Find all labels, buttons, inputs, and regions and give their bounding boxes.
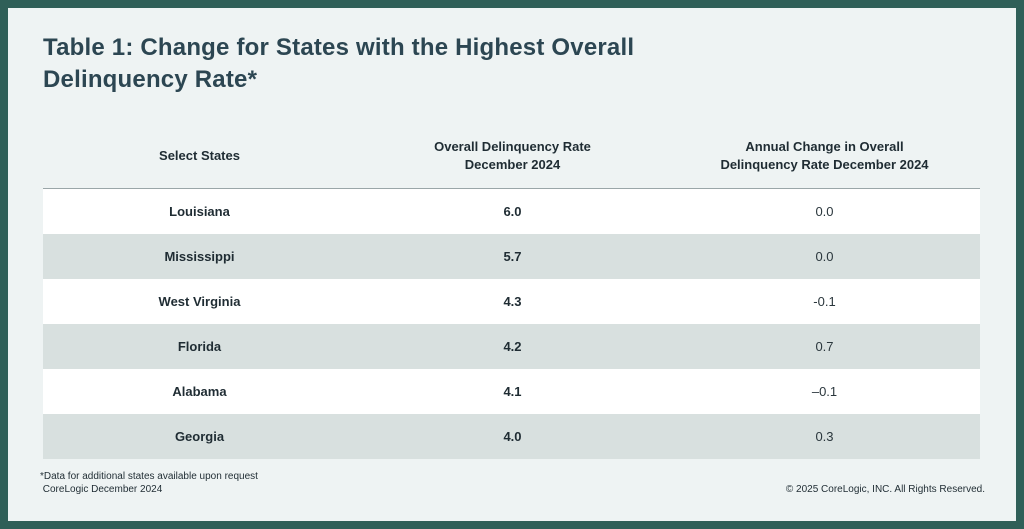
cell-state: Louisiana (169, 204, 230, 219)
cell-rate: 4.0 (503, 429, 522, 444)
table-body: Louisiana 6.0 0.0 Mississippi 5.7 0.0 We… (43, 189, 980, 459)
cell-state: Mississippi (164, 249, 235, 264)
cell-state: Georgia (174, 429, 225, 444)
table-row: Florida 4.2 0.7 (43, 324, 980, 369)
cell-state: West Virginia (158, 294, 241, 309)
table-card: Table 1: Change for States with the High… (8, 8, 1016, 521)
cell-state: Alabama (172, 384, 227, 399)
table-row: Louisiana 6.0 0.0 (43, 189, 980, 234)
table-row: Georgia 4.0 0.3 (43, 414, 980, 459)
delinquency-table: Select States Overall Delinquency Rate D… (43, 124, 980, 459)
cell-change: 0.7 (815, 339, 834, 354)
cell-change: 0.0 (815, 204, 834, 219)
footnote-line-1: *Data for additional states available up… (40, 471, 258, 482)
footnote: *Data for additional states available up… (40, 470, 258, 496)
cell-change: –0.1 (811, 384, 838, 399)
title-line-1: Table 1: Change for States with the High… (43, 34, 635, 61)
cell-change: 0.3 (815, 429, 834, 444)
cell-rate: 5.7 (503, 249, 522, 264)
title-line-2: Delinquency Rate* (43, 66, 258, 93)
header-annual-change: Annual Change in Overall Delinquency Rat… (720, 139, 929, 172)
page-title: Table 1: Change for States with the High… (43, 32, 803, 96)
cell-rate: 4.1 (503, 384, 522, 399)
footnote-line-2: CoreLogic December 2024 (40, 484, 163, 495)
cell-state: Florida (177, 339, 222, 354)
table-row: Mississippi 5.7 0.0 (43, 234, 980, 279)
cell-rate: 4.3 (503, 294, 522, 309)
header-select-states: Select States (159, 148, 240, 163)
copyright-notice: © 2025 CoreLogic, INC. All Rights Reserv… (785, 484, 985, 495)
cell-rate: 6.0 (503, 204, 522, 219)
table-header: Select States Overall Delinquency Rate D… (43, 124, 980, 189)
cell-rate: 4.2 (503, 339, 522, 354)
table-row: West Virginia 4.3 -0.1 (43, 279, 980, 324)
cell-change: -0.1 (813, 294, 836, 309)
header-overall-rate: Overall Delinquency Rate December 2024 (434, 139, 591, 172)
cell-change: 0.0 (815, 249, 834, 264)
table-row: Alabama 4.1 –0.1 (43, 369, 980, 414)
